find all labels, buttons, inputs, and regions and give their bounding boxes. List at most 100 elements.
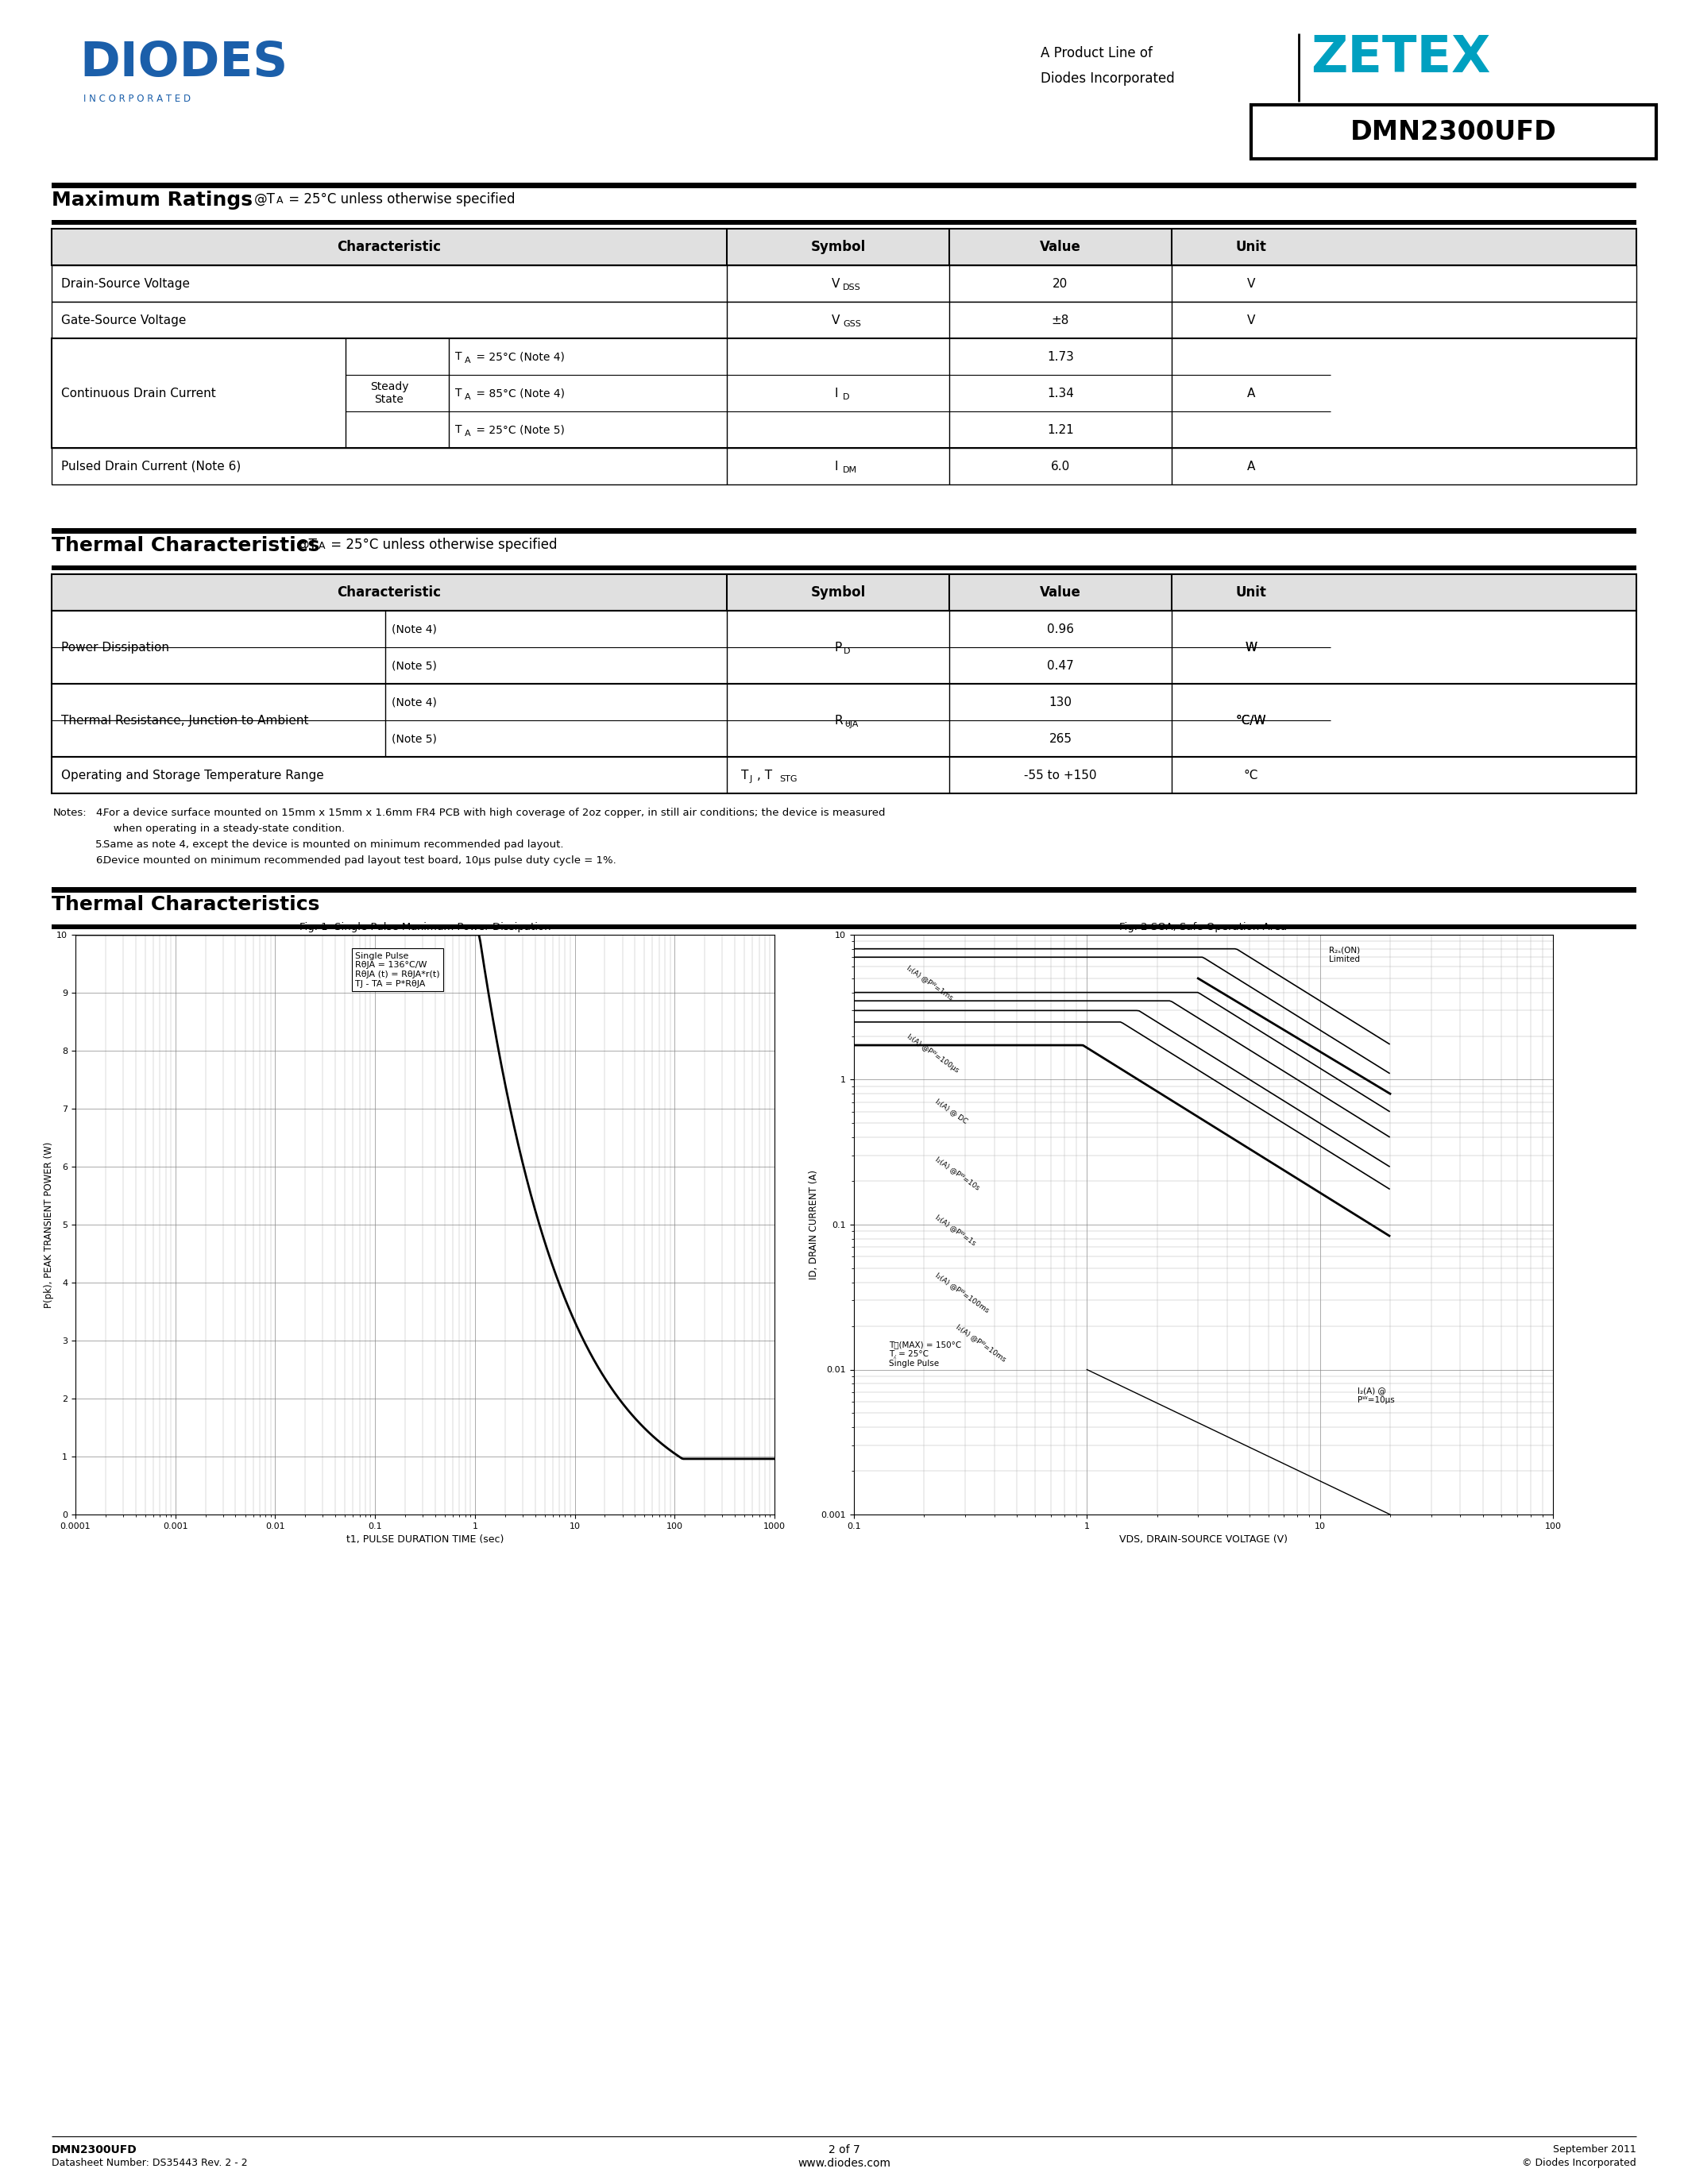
Text: T: T [456,424,463,435]
Text: Notes:: Notes: [54,808,88,819]
Text: DMN2300UFD: DMN2300UFD [52,2145,137,2156]
Text: Power Dissipation: Power Dissipation [61,642,169,653]
Text: Value: Value [1040,240,1080,253]
Text: Maximum Ratings: Maximum Ratings [52,190,253,210]
Text: 265: 265 [1048,732,1072,745]
Text: 2 of 7: 2 of 7 [829,2145,859,2156]
Text: Characteristic: Characteristic [338,585,441,601]
Bar [52,529,1636,533]
Text: D: D [842,393,849,402]
Text: 1.21: 1.21 [1047,424,1074,435]
Text: W: W [1246,642,1258,653]
Bar [52,612,1636,684]
Text: (Note 5): (Note 5) [392,734,437,745]
Text: Device mounted on minimum recommended pad layout test board, 10μs pulse duty cyc: Device mounted on minimum recommended pa… [103,856,616,865]
Text: Continuous Drain Current: Continuous Drain Current [61,387,216,400]
Text: Unit: Unit [1236,240,1266,253]
Bar [52,264,1636,301]
Text: Thermal Characteristics: Thermal Characteristics [52,535,319,555]
Title: Fig. 1  Single Pulse Maximum Power Dissipation: Fig. 1 Single Pulse Maximum Power Dissip… [299,922,550,933]
Text: DIODES: DIODES [79,39,287,87]
Text: I₂(A) @Pᵂ=1ms: I₂(A) @Pᵂ=1ms [906,963,955,1000]
Text: I₂(A) @Pᵂ=10s: I₂(A) @Pᵂ=10s [933,1155,981,1190]
Text: = 25°C unless otherwise specified: = 25°C unless otherwise specified [326,537,557,553]
Text: I₂(A) @Pᵂ=10ms: I₂(A) @Pᵂ=10ms [955,1324,1008,1363]
Text: I₂(A) @Pᵂ=1s: I₂(A) @Pᵂ=1s [933,1212,977,1247]
Text: A: A [277,194,284,205]
Text: (Note 4): (Note 4) [392,697,437,708]
Text: September 2011: September 2011 [1553,2145,1636,2156]
Text: 6.0: 6.0 [1052,461,1070,472]
Text: Steady
State: Steady State [370,382,408,404]
Bar [52,301,1636,339]
Text: I: I [834,461,837,472]
X-axis label: VDS, DRAIN-SOURCE VOLTAGE (V): VDS, DRAIN-SOURCE VOLTAGE (V) [1119,1535,1288,1544]
Text: J: J [749,775,753,784]
Text: Datasheet Number: DS35443 Rev. 2 - 2: Datasheet Number: DS35443 Rev. 2 - 2 [52,2158,248,2169]
Text: A: A [464,430,471,437]
Bar [52,574,1636,612]
Text: (Note 4): (Note 4) [392,622,437,636]
Text: = 25°C (Note 5): = 25°C (Note 5) [473,424,565,435]
Text: R₂ₛ(ON)
Limited: R₂ₛ(ON) Limited [1328,946,1361,963]
Bar [52,221,1636,225]
Text: I₂(A) @
Pᵂ=10μs: I₂(A) @ Pᵂ=10μs [1357,1387,1394,1404]
Text: 0.96: 0.96 [1047,622,1074,636]
Text: Value: Value [1040,585,1080,601]
Text: Unit: Unit [1236,585,1266,601]
Text: °C/W: °C/W [1236,714,1266,727]
Text: Operating and Storage Temperature Range: Operating and Storage Temperature Range [61,769,324,782]
Title: Fig. 2 SOA, Safe Operation Area: Fig. 2 SOA, Safe Operation Area [1119,922,1288,933]
Bar [52,448,1636,485]
Bar [52,566,1636,570]
Text: = 85°C (Note 4): = 85°C (Note 4) [473,387,565,400]
Text: 20: 20 [1053,277,1069,290]
Text: P: P [834,642,841,653]
Text: Characteristic: Characteristic [338,240,441,253]
Bar [52,684,1636,758]
Text: 1.73: 1.73 [1047,352,1074,363]
Bar [52,924,1636,928]
Text: when operating in a steady-state condition.: when operating in a steady-state conditi… [103,823,344,834]
Text: V: V [832,314,841,325]
Text: °C/W: °C/W [1236,714,1266,727]
Text: Pulsed Drain Current (Note 6): Pulsed Drain Current (Note 6) [61,461,241,472]
Text: D: D [844,646,851,655]
Text: I: I [834,387,837,400]
Text: V: V [832,277,841,290]
Text: A: A [464,356,471,365]
Text: GSS: GSS [842,321,861,328]
Text: DSS: DSS [842,284,861,290]
Text: Diodes Incorporated: Diodes Incorporated [1040,72,1175,85]
Text: STG: STG [780,775,797,784]
Text: A: A [464,393,471,402]
Text: A Product Line of: A Product Line of [1040,46,1153,61]
Text: Tⰼ(MAX) = 150°C
T⁁ = 25°C
Single Pulse: Tⰼ(MAX) = 150°C T⁁ = 25°C Single Pulse [890,1341,962,1367]
Text: 130: 130 [1048,697,1072,708]
Text: -55 to +150: -55 to +150 [1025,769,1097,782]
Text: I N C O R P O R A T E D: I N C O R P O R A T E D [83,94,191,105]
Bar [52,887,1636,893]
Text: T: T [456,387,463,400]
Text: 1.34: 1.34 [1047,387,1074,400]
Text: 4.: 4. [95,808,105,819]
Text: Thermal Resistance, Junction to Ambient: Thermal Resistance, Junction to Ambient [61,714,309,727]
Bar [52,229,1636,264]
Text: Symbol: Symbol [810,240,866,253]
Text: I₂(A) @Pᵂ=100μs: I₂(A) @Pᵂ=100μs [906,1033,960,1075]
Y-axis label: ID, DRAIN CURRENT (A): ID, DRAIN CURRENT (A) [809,1171,819,1280]
Text: T: T [741,769,748,782]
Text: = 25°C unless otherwise specified: = 25°C unless otherwise specified [284,192,515,207]
Text: °C: °C [1244,769,1259,782]
Text: 5.: 5. [95,839,105,850]
Text: Same as note 4, except the device is mounted on minimum recommended pad layout.: Same as note 4, except the device is mou… [103,839,564,850]
Text: ±8: ±8 [1052,314,1070,325]
Text: @T: @T [297,537,317,553]
Text: R: R [834,714,842,727]
Text: θJA: θJA [844,721,858,727]
Text: V: V [1247,314,1256,325]
Text: T: T [456,352,463,363]
Text: I₂(A) @ DC: I₂(A) @ DC [933,1096,969,1125]
Text: Gate-Source Voltage: Gate-Source Voltage [61,314,186,325]
Text: © Diodes Incorporated: © Diodes Incorporated [1523,2158,1636,2169]
